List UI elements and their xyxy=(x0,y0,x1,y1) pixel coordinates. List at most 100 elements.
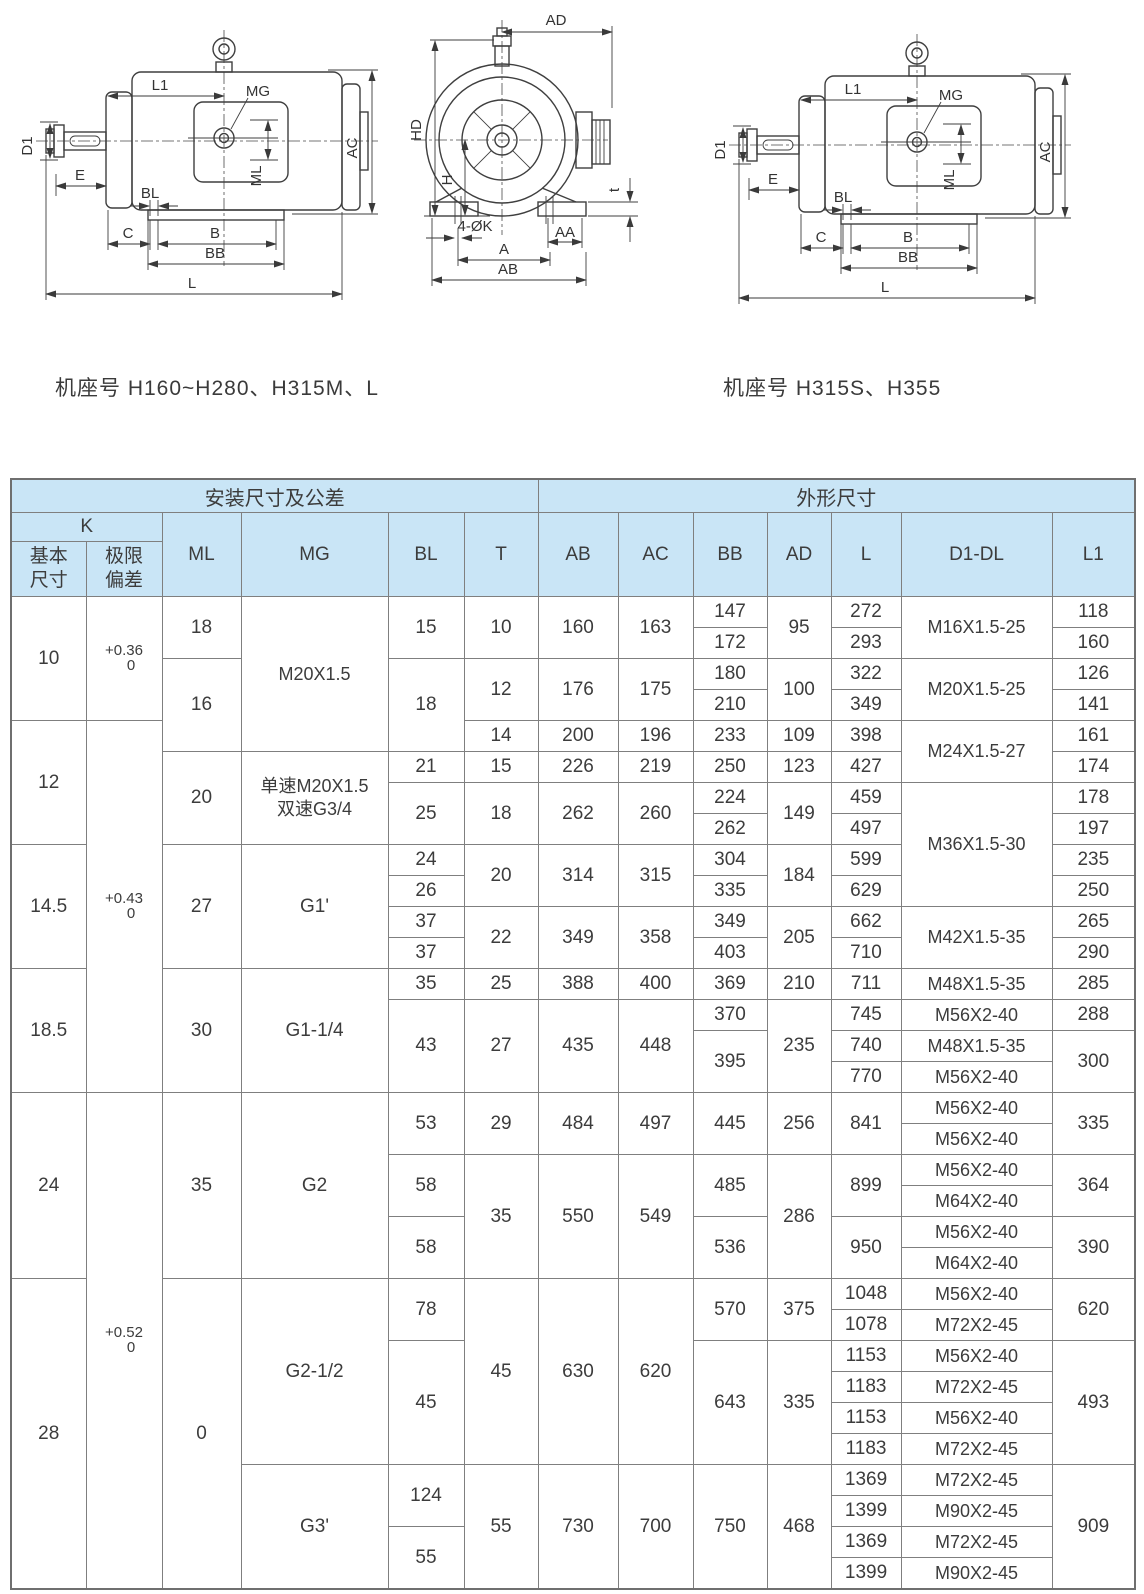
cell-dev: +0.52 0 xyxy=(85,1092,163,1590)
cell-l: 629 xyxy=(830,875,902,907)
cell-t: 12 xyxy=(463,658,539,721)
table-row: 12 +0.43 0 14 200 196 233 109 398 M24X1.5… xyxy=(10,720,1136,1093)
table-row: 58 35 550 549 485 286 899 M56X2-40 364 xyxy=(11,1154,1136,1279)
cell-l1: 160 xyxy=(1051,627,1136,659)
cell-bl: 35 xyxy=(387,968,465,1000)
table-row: 770 M56X2-40 xyxy=(11,1061,1135,1093)
cell-ab: 314 xyxy=(537,844,619,907)
cell-ac: 219 xyxy=(617,751,694,783)
cell-ac: 163 xyxy=(617,596,694,659)
cell-d1: M72X2-45 xyxy=(900,1526,1053,1558)
table-row: 1078 M72X2-45 xyxy=(11,1309,1135,1341)
mg-line1: 单速M20X1.5 xyxy=(260,775,369,796)
cell-ab: 550 xyxy=(537,1154,619,1279)
table-row: 1183 M72X2-45 xyxy=(11,1371,1135,1403)
cell-ab: 435 xyxy=(537,999,619,1093)
cell-ab: 484 xyxy=(537,1092,619,1155)
cell-mg: G1' xyxy=(240,844,389,969)
cell-t: 10 xyxy=(463,596,539,659)
cell-ml: 18 xyxy=(161,596,242,659)
cell-l: 1153 xyxy=(830,1402,902,1434)
cell-ml: 20 xyxy=(161,751,242,845)
cell-d1: M36X1.5-30 xyxy=(900,782,1053,907)
dim-label-h: H xyxy=(439,175,456,186)
cell-bb: 750 xyxy=(692,1464,768,1590)
table-row: 14.5 27 G1' 24 20 314 315 304 184 599 23… xyxy=(10,844,1136,969)
cell-t: 22 xyxy=(463,906,539,969)
header-group-install: 安装尺寸及公差 xyxy=(10,478,539,513)
cell-d1: M56X2-40 xyxy=(900,1216,1053,1248)
cell-bl: 15 xyxy=(387,596,465,659)
cell-bb: 570 xyxy=(692,1278,768,1341)
cell-t: 25 xyxy=(463,968,539,1000)
cell-ad: 205 xyxy=(766,906,832,969)
cell-bb: 445 xyxy=(692,1092,768,1155)
cell-l: 497 xyxy=(830,813,902,845)
cell-ac: 358 xyxy=(617,906,694,969)
motor-front-view: AD HD H 4-ØK AA A AB t xyxy=(408,12,638,286)
cell-l1: 161 xyxy=(1051,720,1136,752)
cell-ac: 700 xyxy=(617,1464,694,1590)
cell-l: 349 xyxy=(830,689,902,721)
cell-t: 55 xyxy=(463,1464,539,1590)
cell-d1: M72X2-45 xyxy=(900,1433,1053,1465)
cell-ac: 549 xyxy=(617,1154,694,1279)
cell-t: 20 xyxy=(463,844,539,907)
table-row: 18.5 30 G1-1/4 35 25 388 400 369 210 711… xyxy=(10,968,1136,1093)
cell-ab: 262 xyxy=(537,782,619,845)
cell-d1: M56X2-40 xyxy=(900,1123,1053,1155)
cell-bb: 370 xyxy=(692,999,768,1031)
cell-l: 322 xyxy=(830,658,902,690)
dim-label-aa: AA xyxy=(555,224,575,241)
cell-ab: 730 xyxy=(537,1464,619,1590)
cell-ab: 226 xyxy=(537,751,619,783)
table-row: 20 单速M20X1.5 双速G3/4 21 15 226 219 250 123… xyxy=(11,751,1136,845)
cell-ad: 468 xyxy=(766,1464,832,1590)
cell-l1: 118 xyxy=(1051,596,1136,628)
cell-l1: 197 xyxy=(1051,813,1136,845)
header-ac: AC xyxy=(617,512,694,597)
cell-l: 1399 xyxy=(830,1495,902,1527)
cell-ml: 35 xyxy=(161,1092,242,1279)
cell-d1: M56X2-40 xyxy=(900,1061,1053,1093)
table-row: 10 +0.36 0 18 M20X1.5 15 10 160 163 147 9… xyxy=(10,596,1136,752)
table-row: 1183 M72X2-45 xyxy=(11,1433,1135,1465)
header-ab: AB xyxy=(537,512,619,597)
cell-d1: M90X2-45 xyxy=(900,1557,1053,1590)
cell-l1: 178 xyxy=(1051,782,1136,814)
header-k: K xyxy=(10,512,163,542)
cell-l1: 909 xyxy=(1051,1464,1136,1590)
cell-bb: 147 xyxy=(692,596,768,628)
header-l1: L1 xyxy=(1051,512,1136,597)
cell-bb: 304 xyxy=(692,844,768,876)
cell-l: 710 xyxy=(830,937,902,969)
cell-ac: 260 xyxy=(617,782,694,845)
cell-d1: M56X2-40 xyxy=(900,999,1053,1031)
cell-ac: 497 xyxy=(617,1092,694,1155)
cell-bb: 485 xyxy=(692,1154,768,1217)
header-t: T xyxy=(463,512,539,597)
cell-t: 18 xyxy=(463,782,539,845)
cell-bb: 233 xyxy=(692,720,768,752)
cell-ad: 123 xyxy=(766,751,832,783)
table-row: 1399 M90X2-45 xyxy=(11,1557,1135,1590)
cell-l: 711 xyxy=(830,968,902,1000)
dim-label-4ok: 4-ØK xyxy=(457,218,492,235)
cell-bl: 26 xyxy=(387,875,465,907)
cell-d1: M48X1.5-35 xyxy=(900,1030,1053,1062)
cell-ad: 286 xyxy=(766,1154,832,1279)
cell-l: 1183 xyxy=(830,1371,902,1403)
cell-d1: M72X2-45 xyxy=(900,1371,1053,1403)
cell-t: 45 xyxy=(463,1278,539,1465)
cell-bb: 172 xyxy=(692,627,768,659)
cell-l1: 335 xyxy=(1051,1092,1136,1155)
dim-label-t: t xyxy=(606,187,623,192)
cell-l1: 235 xyxy=(1051,844,1136,876)
cell-bb: 180 xyxy=(692,658,768,690)
cell-bb: 403 xyxy=(692,937,768,969)
cell-l1: 364 xyxy=(1051,1154,1136,1217)
cell-l1: 390 xyxy=(1051,1216,1136,1279)
cell-ml: 27 xyxy=(161,844,242,969)
cell-l: 1183 xyxy=(830,1433,902,1465)
